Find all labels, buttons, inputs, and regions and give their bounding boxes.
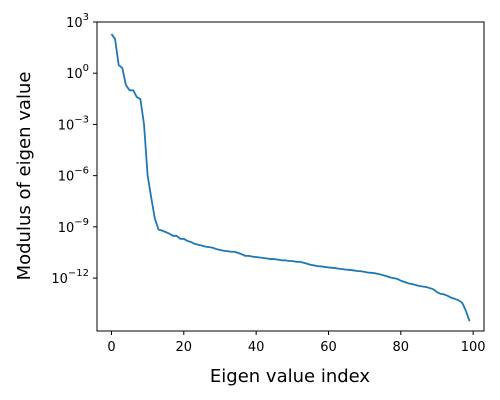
- x-tick-label: 100: [461, 340, 486, 355]
- y-tick-label: 103: [66, 12, 89, 31]
- x-axis-title: Eigen value index: [210, 366, 370, 387]
- x-axis-ticks: 0 20 40 60 80 100: [107, 331, 486, 355]
- x-tick-label: 80: [393, 340, 410, 355]
- x-tick-label: 40: [248, 340, 265, 355]
- y-tick-exponent: 0: [83, 63, 89, 74]
- y-tick-label: 100: [66, 63, 89, 82]
- y-tick-exponent: −9: [74, 217, 89, 228]
- y-tick-exponent: 3: [83, 12, 89, 23]
- x-tick-label: 20: [176, 340, 193, 355]
- x-tick-label: 0: [107, 340, 115, 355]
- y-tick-label: 10−6: [58, 166, 89, 185]
- y-tick-label: 10−9: [58, 217, 89, 236]
- x-tick-label: 60: [320, 340, 337, 355]
- y-tick-base: 10: [51, 272, 68, 287]
- y-tick-label: 10−12: [51, 268, 89, 287]
- y-tick-exponent: −6: [74, 166, 89, 177]
- y-axis-title: Modulus of eigen value: [14, 72, 35, 281]
- y-tick-base: 10: [66, 16, 83, 31]
- y-tick-label: 10−3: [58, 114, 89, 133]
- plot-frame: [96, 21, 485, 332]
- y-tick-base: 10: [66, 67, 83, 82]
- y-tick-base: 10: [58, 170, 75, 185]
- y-tick-exponent: −12: [68, 268, 89, 279]
- series-line: [110, 33, 471, 322]
- y-tick-base: 10: [58, 118, 75, 133]
- y-tick-exponent: −3: [74, 114, 89, 125]
- y-tick-base: 10: [58, 221, 75, 236]
